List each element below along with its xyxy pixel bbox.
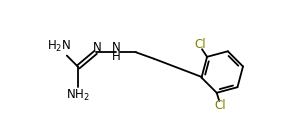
Text: N: N xyxy=(93,41,102,54)
Text: H$_2$N: H$_2$N xyxy=(47,39,71,54)
Text: Cl: Cl xyxy=(194,38,206,51)
Text: Cl: Cl xyxy=(215,99,226,112)
Text: N: N xyxy=(112,41,121,54)
Text: NH$_2$: NH$_2$ xyxy=(66,88,90,103)
Text: H: H xyxy=(112,50,121,63)
